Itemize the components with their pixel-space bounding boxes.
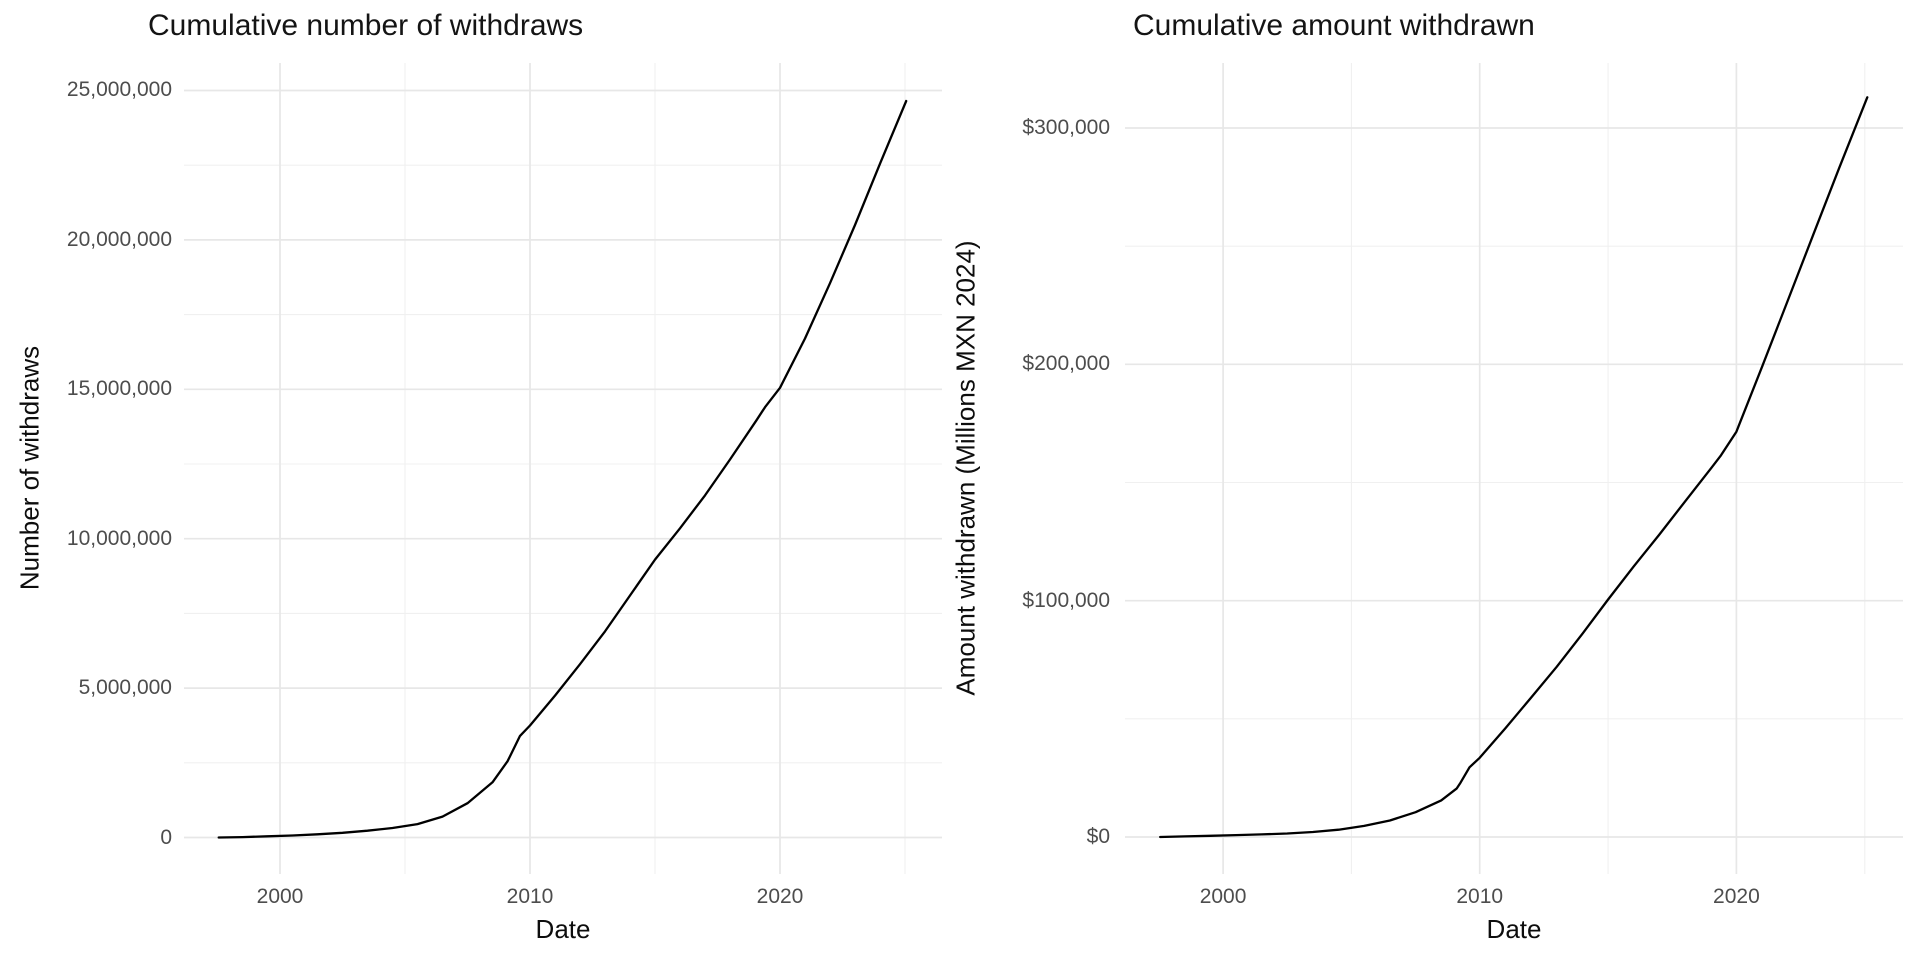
- y-tick-label: 0: [160, 825, 172, 849]
- y-tick-label: 25,000,000: [66, 78, 172, 102]
- y-tick-label: $100,000: [1022, 588, 1110, 612]
- x-tick-label: 2000: [256, 885, 304, 908]
- x-axis-title: Date: [1486, 914, 1542, 944]
- series-line: [1159, 96, 1869, 839]
- series-line: [217, 99, 908, 839]
- y-tick-label: 15,000,000: [66, 377, 172, 401]
- y-axis-title: Amount withdrawn (Millions MXN 2024): [950, 240, 981, 696]
- x-axis-title: Date: [535, 914, 591, 944]
- plot-area: [184, 63, 942, 874]
- plot-title: Cumulative number of withdraws: [148, 9, 584, 42]
- plot-area: [1125, 63, 1903, 874]
- x-tick-label: 2010: [1456, 885, 1504, 908]
- y-tick-label: $0: [1086, 825, 1110, 848]
- y-tick-label: $300,000: [1022, 115, 1110, 139]
- y-tick-label: 10,000,000: [66, 526, 172, 550]
- x-tick-label: 2020: [1713, 885, 1760, 908]
- y-tick-label: 5,000,000: [78, 676, 172, 700]
- x-tick-label: 2000: [1199, 885, 1247, 908]
- x-tick-label: 2010: [506, 885, 554, 908]
- y-tick-label: 20,000,000: [66, 227, 172, 251]
- x-tick-label: 2020: [756, 885, 804, 908]
- y-axis-title: Number of withdraws: [14, 345, 45, 591]
- y-tick-label: $200,000: [1022, 352, 1110, 376]
- plot-title: Cumulative amount withdrawn: [1133, 9, 1535, 42]
